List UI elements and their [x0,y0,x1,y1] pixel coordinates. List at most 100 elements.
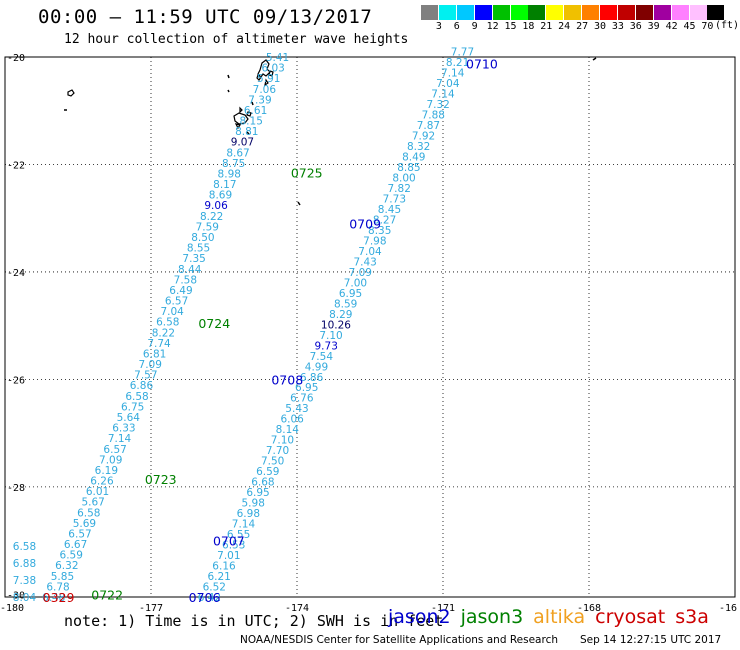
wave-height-value: 7.09 [349,267,372,279]
scale-swatch [474,5,492,20]
scale-swatch [421,5,438,20]
wave-height-value: 7.10 [319,330,342,342]
wave-height-value: 7.43 [353,256,376,268]
scale-label: 39 [647,21,660,32]
wave-height-value: 9.07 [231,137,254,149]
wave-height-value: 7.87 [417,120,440,132]
pass-time-label: 0725 [291,166,323,181]
map-title: 00:00 – 11:59 UTC 09/13/2017 [38,6,373,28]
island [246,131,250,135]
wave-height-value: 6.57 [165,296,188,308]
scale-label: 27 [576,21,589,32]
scale-unit: (ft) [715,20,740,31]
wave-height-value: 8.29 [329,309,352,321]
island [227,89,230,93]
wave-height-value: 6.19 [95,465,118,477]
lat-tick-label: -24 [7,268,25,279]
generated-timestamp: Sep 14 12:27:15 UTC 2017 [580,634,722,646]
wave-height-value: 6.58 [156,317,179,329]
wave-height-value: 6.95 [246,487,269,499]
lat-tick-label: -20 [7,53,25,64]
legend-entry: jason2 [388,606,451,628]
wave-height-value: 6.59 [60,550,83,562]
wave-height-value: 8.22 [152,327,175,339]
wave-height-value: 5.69 [73,518,96,530]
scale-label: 36 [629,21,642,32]
lat-tick-label: -22 [7,160,25,171]
scale-swatch [438,5,456,20]
wave-height-value: 6.58 [125,391,148,403]
lon-tick-label: -16 [719,603,737,614]
island-cluster [256,59,274,87]
wave-height-value: 6.58 [77,507,100,519]
wave-height-value: 5.98 [242,498,265,510]
legend-entry: jason3 [460,606,524,628]
wave-height-value: 6.67 [64,539,87,551]
lon-tick-label: -171 [431,603,455,614]
wave-height-value: 6.57 [103,444,126,456]
satellite-tracks: 5.416.035.917.067.396.618.158.819.078.67… [13,47,474,604]
wave-height-value: 6.06 [280,414,304,426]
legend-entry: altika [533,606,586,628]
wave-height-value: 10.26 [321,319,351,331]
wave-height-value: 9.06 [204,200,228,212]
wave-height-value: 4.99 [305,361,328,373]
wave-height-value: 5.41 [266,52,289,64]
wave-height-value: 8.67 [226,147,249,159]
wave-height-value: 7.01 [217,550,240,562]
scale-swatch [564,5,582,20]
wave-height-value: 6.88 [13,558,36,570]
wave-height-value: 9.73 [315,340,338,352]
wave-height-value: 7.04 [436,78,460,90]
scale-label: 33 [611,21,624,32]
map-frame [4,56,736,598]
scale-label: 30 [593,21,607,32]
wave-height-value: 5.91 [257,73,280,85]
wave-height-value: 6.57 [68,528,91,540]
wave-height-value: 8.49 [402,152,425,164]
credit-text: NOAA/NESDIS Center for Satellite Applica… [240,634,558,646]
map-grid [5,57,735,597]
wave-height-value: 6.76 [290,393,314,405]
wave-height-value: 7.82 [388,183,411,195]
lat-tick-label: -30 [7,590,25,601]
wave-height-value: 7.77 [451,47,474,59]
wave-height-value: 6.16 [212,561,236,573]
wave-height-value: 8.32 [407,141,430,153]
island [297,201,301,206]
wave-height-value: 6.26 [90,476,114,488]
island [67,89,75,97]
lon-tick-label: -174 [285,603,309,614]
wave-height-value: 8.22 [200,211,223,223]
wave-height-value: 8.85 [397,162,420,174]
wave-height-value: 7.10 [271,435,294,447]
wave-height-value: 8.21 [446,57,469,69]
wave-height-value: 7.39 [248,94,271,106]
wave-height-value: 8.00 [392,172,415,184]
wave-height-value: 6.98 [237,508,260,520]
land-features [64,57,597,206]
lat-tick-label: -28 [7,483,25,494]
scale-swatch [689,5,707,20]
wave-height-value: 7.57 [134,370,157,382]
pass-time-label: 0708 [271,372,303,387]
wave-height-value: 7.74 [147,338,171,350]
scale-label: 45 [683,21,696,32]
wave-height-value: 8.14 [276,424,300,436]
scale-label: 6 [453,21,460,32]
wave-height-value: 8.44 [178,264,202,276]
scale-swatch [707,5,725,20]
pass-time-label: 0724 [198,316,230,331]
wave-height-value: 7.00 [344,277,367,289]
wave-height-value: 6.01 [86,486,109,498]
wave-height-value: 6.58 [13,541,36,553]
wave-height-value: 7.09 [99,454,122,466]
wave-height-value: 5.67 [81,497,104,509]
wave-height-value: 6.81 [143,348,166,360]
scale-label: 24 [558,21,571,32]
pass-time-label: 0329 [43,590,75,605]
wave-height-value: 6.75 [121,401,144,413]
wave-height-value: 7.73 [383,193,406,205]
wave-height-value: 7.14 [108,433,132,445]
